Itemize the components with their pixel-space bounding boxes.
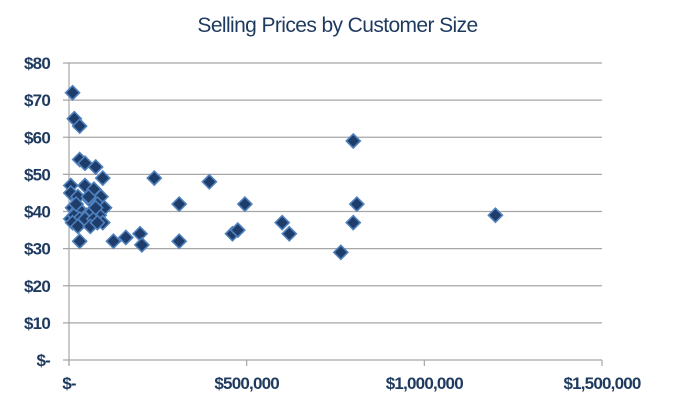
- data-point-diamond: [345, 132, 362, 150]
- x-tick-label: $-: [62, 374, 76, 393]
- data-point-diamond: [348, 195, 365, 213]
- data-point-diamond: [146, 169, 163, 187]
- data-point-diamond: [94, 169, 111, 187]
- data-point-diamond: [201, 173, 218, 190]
- y-tick-label: $-: [36, 351, 50, 370]
- data-point-diamond: [487, 207, 504, 224]
- data-point-diamond: [236, 195, 254, 213]
- x-tick-label: $1,000,000: [386, 374, 463, 393]
- data-point-diamond: [67, 195, 85, 213]
- data-point-diamond: [117, 229, 134, 246]
- data-points: [62, 84, 504, 261]
- data-point-diamond: [281, 225, 298, 242]
- x-axis-labels: $- $500,000 $1,000,000 $1,500,000: [62, 374, 641, 393]
- data-point-diamond: [80, 188, 97, 205]
- data-point-diamond: [229, 221, 246, 239]
- y-tick-label: $60: [24, 128, 50, 147]
- y-tick-label: $70: [24, 91, 50, 110]
- axes: [63, 63, 603, 366]
- chart-title: Selling Prices by Customer Size: [197, 14, 478, 37]
- data-point-diamond: [64, 84, 81, 101]
- data-point-diamond: [105, 233, 122, 250]
- y-axis-labels: $- $10 $20 $30 $40 $50 $60 $70 $80: [24, 54, 51, 370]
- data-point-diamond: [71, 117, 88, 135]
- data-point-diamond: [69, 218, 87, 235]
- data-point-diamond: [332, 244, 349, 261]
- data-point-diamond: [89, 214, 106, 231]
- y-tick-label: $30: [24, 240, 50, 259]
- data-point-diamond: [133, 236, 150, 254]
- y-tick-label: $50: [24, 165, 50, 184]
- data-point-diamond: [171, 233, 188, 250]
- gridlines: [63, 62, 602, 324]
- data-point-diamond: [171, 195, 188, 213]
- data-point-diamond: [71, 233, 88, 250]
- y-tick-label: $80: [24, 54, 50, 73]
- data-point-diamond: [87, 199, 104, 216]
- data-point-diamond: [274, 214, 291, 231]
- x-tick-label: $500,000: [214, 374, 279, 393]
- y-tick-label: $20: [24, 277, 50, 296]
- data-point-diamond: [87, 158, 104, 176]
- data-point-diamond: [345, 214, 362, 231]
- x-tick-label: $1,500,000: [563, 374, 640, 393]
- y-tick-label: $10: [24, 314, 50, 333]
- y-tick-label: $40: [24, 203, 50, 222]
